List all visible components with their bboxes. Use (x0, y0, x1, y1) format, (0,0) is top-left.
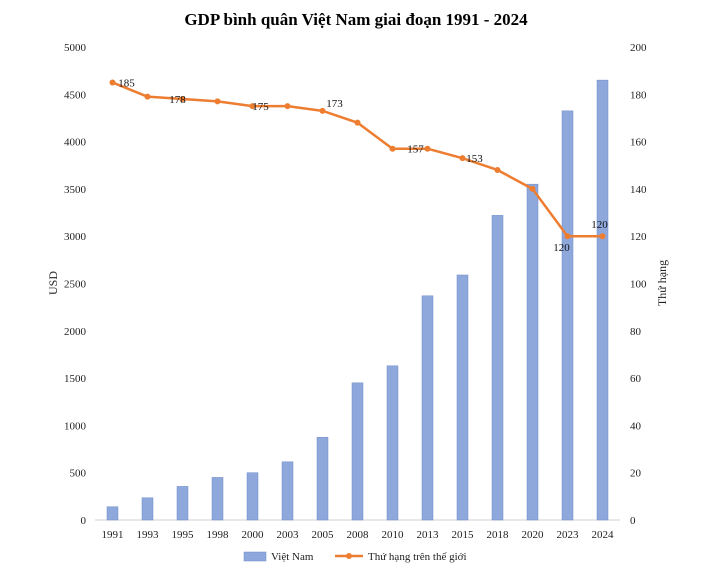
x-tick-label: 2023 (557, 529, 580, 541)
rank-point-1991 (109, 79, 116, 86)
left-tick-label: 5000 (64, 42, 87, 54)
x-tick-label: 2015 (452, 529, 475, 541)
rank-point-2018 (494, 166, 501, 173)
x-tick-label: 2013 (417, 529, 440, 541)
rank-data-label: 175 (252, 101, 269, 113)
x-tick-label: 2000 (242, 529, 265, 541)
legend-swatch-bar (243, 551, 267, 562)
rank-point-2024 (599, 233, 606, 240)
rank-point-2010 (389, 145, 396, 152)
x-tick-label: 2018 (487, 529, 510, 541)
rank-point-1995 (179, 96, 186, 103)
bar-2024 (596, 79, 609, 521)
left-tick-label: 2500 (64, 279, 87, 291)
left-tick-label: 500 (70, 468, 87, 480)
chart-title: GDP bình quân Việt Nam giai đoạn 1991 - … (184, 10, 528, 29)
right-tick-label: 160 (630, 137, 647, 149)
x-tick-label: 2020 (522, 529, 545, 541)
bar-series (106, 79, 609, 521)
rank-point-2020 (529, 185, 536, 192)
rank-point-1993 (144, 93, 151, 100)
right-axis-label: Thứ hạng (655, 260, 669, 306)
bar-2005 (316, 436, 329, 521)
left-tick-label: 1500 (64, 373, 87, 385)
x-tick-label: 1998 (207, 529, 230, 541)
rank-data-label: 173 (326, 98, 343, 110)
bar-2023 (561, 110, 574, 521)
right-tick-label: 180 (630, 89, 647, 101)
bar-1998 (211, 477, 224, 521)
rank-data-label: 120 (553, 242, 570, 254)
x-tick-label: 2010 (382, 529, 405, 541)
right-tick-label: 20 (630, 468, 642, 480)
line-series (109, 79, 606, 240)
right-tick-label: 0 (630, 515, 636, 527)
rank-data-label: 120 (591, 219, 608, 231)
right-tick-label: 140 (630, 184, 647, 196)
x-tick-label: 2024 (592, 529, 615, 541)
rank-data-label: 185 (118, 77, 135, 89)
legend-swatch-marker (346, 553, 352, 559)
left-axis-ticks: 0 500 1000 1500 2000 2500 3000 3500 4000 4500 5000 (64, 42, 87, 527)
bar-1993 (141, 497, 154, 521)
rank-data-label: 153 (466, 153, 483, 165)
bar-2000 (246, 472, 259, 521)
right-tick-label: 60 (630, 373, 642, 385)
left-tick-label: 4000 (64, 137, 87, 149)
data-labels: 185 178 175 173 157 153 120 120 (118, 77, 608, 254)
left-tick-label: 4500 (64, 89, 87, 101)
bar-2010 (386, 365, 399, 521)
bar-1995 (176, 486, 189, 521)
x-tick-label: 2003 (277, 529, 300, 541)
rank-data-label: 157 (407, 144, 424, 156)
x-tick-label: 1993 (137, 529, 160, 541)
left-axis-label: USD (46, 271, 60, 295)
right-axis-ticks: 0 20 40 60 80 100 120 140 160 180 200 (630, 42, 647, 527)
x-axis-ticks: 1991 1993 1995 1998 2000 2003 2005 2008 2010 2013… (102, 529, 615, 541)
bar-2013 (421, 295, 434, 521)
left-tick-label: 0 (81, 515, 87, 527)
rank-point-2005 (319, 107, 326, 114)
left-tick-label: 3000 (64, 231, 87, 243)
bar-2018 (491, 215, 504, 521)
right-tick-label: 80 (630, 326, 642, 338)
right-tick-label: 120 (630, 231, 647, 243)
x-tick-label: 2008 (347, 529, 370, 541)
bar-2008 (351, 382, 364, 521)
rank-point-1998 (214, 98, 221, 105)
legend: Việt Nam Thứ hạng trên thế giới (243, 551, 467, 563)
bar-2020 (526, 183, 539, 521)
rank-point-2013 (424, 145, 431, 152)
rank-point-2015 (459, 155, 466, 162)
rank-point-2000 (249, 103, 256, 110)
x-tick-label: 1995 (172, 529, 195, 541)
rank-point-2023 (564, 233, 571, 240)
legend-label-bar: Việt Nam (271, 551, 314, 563)
right-tick-label: 200 (630, 42, 647, 54)
rank-data-label: 178 (169, 94, 186, 106)
bar-2015 (456, 274, 469, 521)
left-tick-label: 2000 (64, 326, 87, 338)
right-tick-label: 40 (630, 420, 642, 432)
left-tick-label: 3500 (64, 184, 87, 196)
bar-2003 (281, 461, 294, 521)
bar-1991 (106, 506, 119, 521)
rank-point-2008 (354, 119, 361, 126)
x-tick-label: 1991 (102, 529, 124, 541)
right-tick-label: 100 (630, 279, 647, 291)
left-tick-label: 1000 (64, 420, 87, 432)
rank-point-2003 (284, 103, 291, 110)
legend-label-line: Thứ hạng trên thế giới (368, 551, 467, 563)
x-tick-label: 2005 (312, 529, 335, 541)
